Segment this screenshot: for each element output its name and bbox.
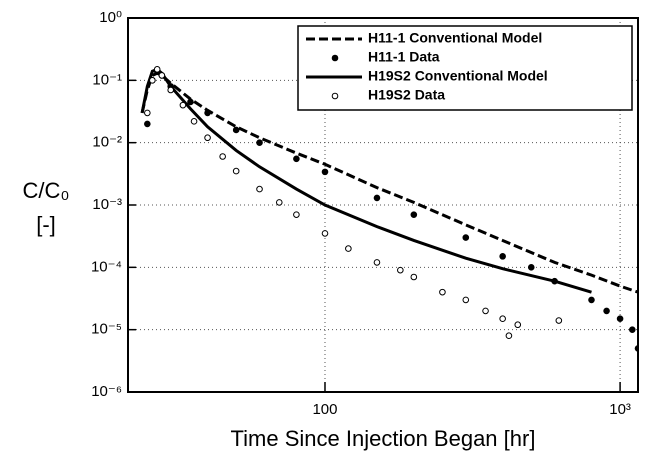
legend-box — [297, 25, 633, 111]
data-point — [439, 288, 446, 296]
data-point — [345, 245, 352, 252]
data-point — [499, 315, 506, 322]
data-point — [321, 168, 329, 176]
data-point — [158, 72, 166, 79]
data-point — [190, 118, 198, 125]
data-point — [588, 296, 595, 304]
data-point — [144, 120, 151, 128]
data-point — [527, 264, 535, 271]
data-point — [462, 296, 470, 304]
x-tick-label: 100 — [312, 401, 337, 418]
data-point — [204, 109, 211, 117]
data-point — [555, 317, 563, 324]
data-point — [232, 126, 240, 134]
data-point — [167, 86, 174, 94]
plot-frame — [127, 17, 639, 393]
data-point — [410, 211, 418, 218]
y-axis-unit: [-] — [36, 212, 56, 237]
data-point — [514, 321, 522, 329]
data-point — [293, 211, 300, 218]
legend: H11-1 Conventional Model H11-1 Data H19S2 … — [297, 25, 633, 111]
data-point — [397, 266, 404, 274]
legend-marker — [331, 54, 339, 62]
data-point — [482, 307, 489, 315]
y-tick-label: 10⁻¹ — [92, 71, 122, 88]
data-point — [144, 109, 151, 117]
data-point — [373, 259, 381, 266]
data-point — [153, 66, 161, 73]
y-tick-label: 10⁻⁵ — [91, 321, 122, 338]
data-point — [219, 153, 226, 160]
data-point — [275, 199, 283, 206]
data-point — [410, 273, 418, 281]
data-point — [187, 98, 194, 106]
data-point — [321, 230, 329, 237]
legend-label: H19S2 Data — [368, 87, 445, 103]
data-point — [373, 194, 381, 202]
data-point — [232, 167, 240, 175]
data-point — [293, 155, 300, 163]
legend-label: H19S2 Conventional Model — [368, 68, 548, 84]
data-point — [149, 77, 156, 84]
y-tick-label: 10⁻⁴ — [91, 258, 122, 275]
data-point — [204, 134, 211, 142]
legend-label: H11-1 Data — [368, 49, 440, 65]
y-tick-label: 10⁰ — [99, 9, 122, 26]
data-point — [462, 234, 470, 241]
y-tick-label: 10⁻⁶ — [91, 383, 122, 400]
x-axis-label: Time Since Injection Began [hr] — [231, 426, 536, 451]
data-point — [499, 253, 506, 260]
x-tick-label: 10³ — [609, 401, 631, 418]
data-point — [603, 307, 610, 315]
data-point — [629, 326, 636, 333]
y-axis-label: C/C₀ — [22, 178, 69, 203]
data-point — [256, 185, 263, 193]
legend-marker — [331, 92, 339, 100]
data-point — [179, 101, 187, 109]
y-tick-label: 10⁻³ — [92, 196, 122, 213]
data-point — [256, 139, 263, 146]
plot-area — [140, 66, 638, 352]
y-tick-label: 10⁻² — [92, 134, 122, 151]
data-point — [505, 332, 513, 340]
data-point — [616, 315, 624, 322]
legend-label: H11-1 Conventional Model — [368, 30, 542, 46]
